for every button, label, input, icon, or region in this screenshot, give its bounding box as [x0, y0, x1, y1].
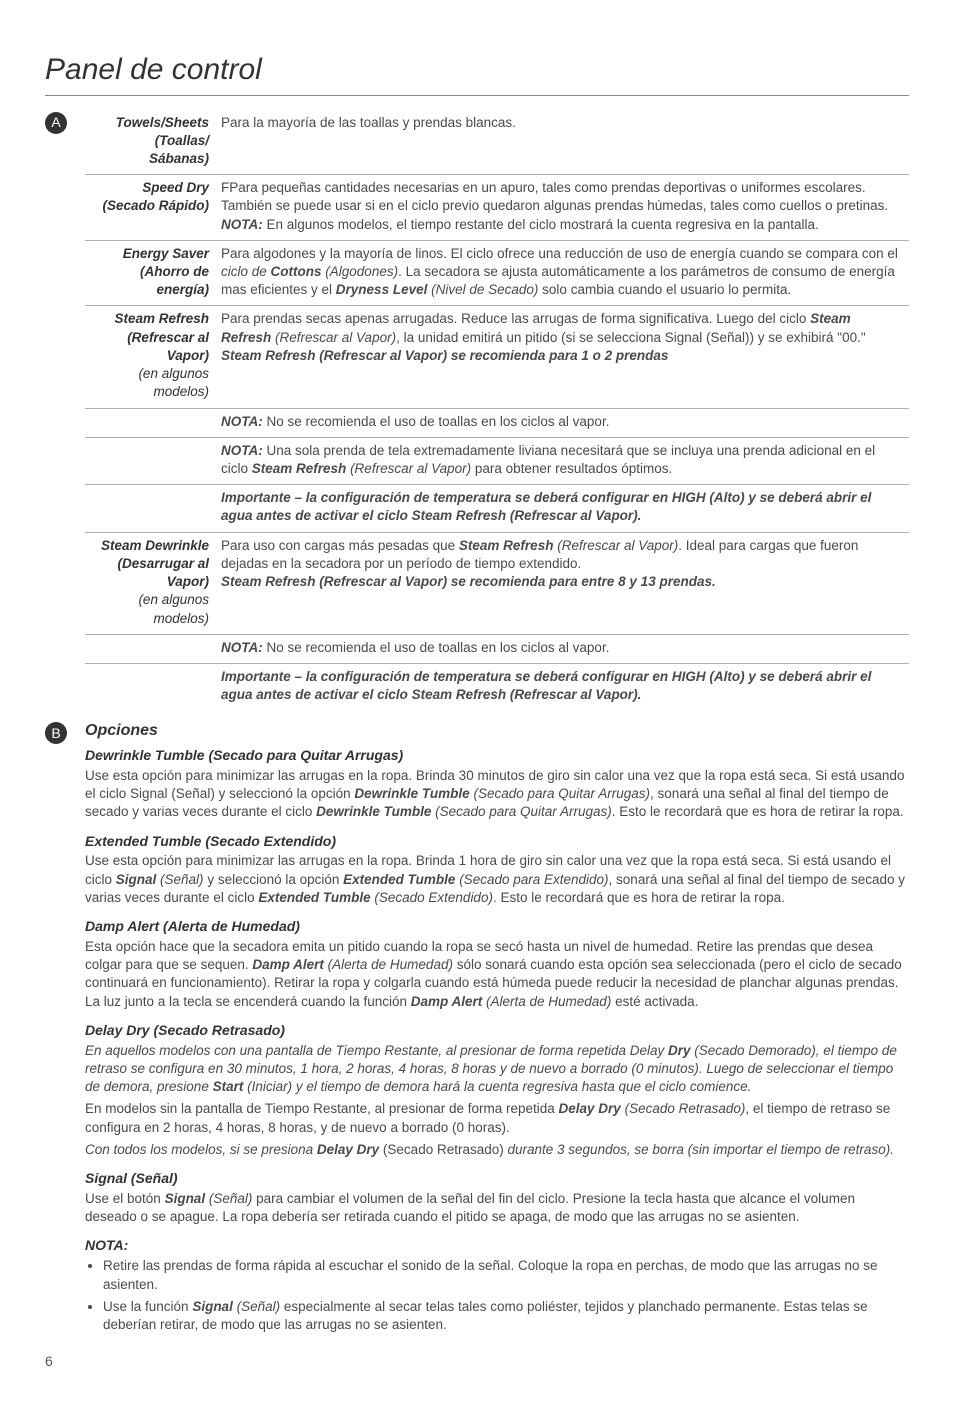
signal-body: Use el botón Signal (Señal) para cambiar… [85, 1190, 909, 1226]
nota-item-2: Use la función Signal (Señal) especialme… [103, 1298, 909, 1334]
sd-label3: (en algunos modelos) [91, 591, 209, 627]
page-title: Panel de control [45, 50, 909, 96]
sd-desc: Para uso con cargas más pesadas que Stea… [215, 532, 909, 634]
sd-label1: Steam Dewrinkle [101, 538, 209, 553]
speed-desc: FPara pequeñas cantidades necesarias en … [215, 175, 909, 241]
energy-label1: Energy Saver [123, 246, 209, 261]
dewrinkle-heading: Dewrinkle Tumble (Secado para Quitar Arr… [85, 746, 909, 765]
sd-nota: NOTA: No se recomienda el uso de toallas… [215, 634, 909, 663]
sr-importante: Importante – la configuración de tempera… [215, 485, 909, 532]
sd-label2: (Desarrugar al Vapor) [91, 555, 209, 591]
row-steam-dewrinkle-3: Importante – la configuración de tempera… [85, 663, 909, 710]
badge-A: A [45, 112, 67, 134]
towels-label2: (Toallas/ Sábanas) [91, 132, 209, 168]
dewrinkle-body: Use esta opción para minimizar las arrug… [85, 767, 909, 822]
sr-label3: (en algunos modelos) [91, 365, 209, 401]
nota-heading: NOTA: [85, 1236, 909, 1255]
row-steam-dewrinkle-2: NOTA: No se recomienda el uso de toallas… [85, 634, 909, 663]
sr-nota2: NOTA: Una sola prenda de tela extremadam… [215, 437, 909, 484]
page-number: 6 [45, 1352, 909, 1371]
extended-body: Use esta opción para minimizar las arrug… [85, 852, 909, 907]
row-towels: Towels/Sheets (Toallas/ Sábanas) Para la… [85, 110, 909, 175]
damp-heading: Damp Alert (Alerta de Humedad) [85, 917, 909, 936]
sd-importante: Importante – la configuración de tempera… [215, 663, 909, 710]
badge-B: B [45, 722, 67, 744]
row-steam-refresh-3: NOTA: Una sola prenda de tela extremadam… [85, 437, 909, 484]
sr-desc1: Para prendas secas apenas arrugadas. Red… [215, 306, 909, 408]
opciones-title: Opciones [85, 720, 909, 742]
energy-desc: Para algodones y la mayoría de linos. El… [215, 240, 909, 306]
sr-nota1: NOTA: No se recomienda el uso de toallas… [215, 408, 909, 437]
energy-label2: (Ahorro de energía) [91, 263, 209, 299]
row-steam-dewrinkle-1: Steam Dewrinkle (Desarrugar al Vapor) (e… [85, 532, 909, 634]
row-energy: Energy Saver (Ahorro de energía) Para al… [85, 240, 909, 306]
towels-label1: Towels/Sheets [116, 115, 209, 130]
nota-item-1: Retire las prendas de forma rápida al es… [103, 1257, 909, 1293]
delay-body-2: En modelos sin la pantalla de Tiempo Res… [85, 1100, 909, 1136]
delay-body-3: Con todos los modelos, si se presiona De… [85, 1141, 909, 1159]
sr-label2: (Refrescar al Vapor) [91, 329, 209, 365]
nota-list: Retire las prendas de forma rápida al es… [85, 1257, 909, 1334]
speed-label1: Speed Dry [142, 180, 209, 195]
row-steam-refresh-4: Importante – la configuración de tempera… [85, 485, 909, 532]
delay-body-1: En aquellos modelos con una pantalla de … [85, 1042, 909, 1097]
delay-heading: Delay Dry (Secado Retrasado) [85, 1021, 909, 1040]
signal-heading: Signal (Señal) [85, 1169, 909, 1188]
row-speed: Speed Dry (Secado Rápido) FPara pequeñas… [85, 175, 909, 241]
extended-heading: Extended Tumble (Secado Extendido) [85, 832, 909, 851]
row-steam-refresh-1: Steam Refresh (Refrescar al Vapor) (en a… [85, 306, 909, 408]
damp-body: Esta opción hace que la secadora emita u… [85, 938, 909, 1011]
row-steam-refresh-2: NOTA: No se recomienda el uso de toallas… [85, 408, 909, 437]
towels-desc: Para la mayoría de las toallas y prendas… [215, 110, 909, 175]
section-B: B Opciones Dewrinkle Tumble (Secado para… [45, 720, 909, 1338]
sr-label1: Steam Refresh [114, 311, 209, 326]
section-A: A Towels/Sheets (Toallas/ Sábanas) Para … [45, 110, 909, 711]
cycles-table: Towels/Sheets (Toallas/ Sábanas) Para la… [85, 110, 909, 711]
speed-label2: (Secado Rápido) [91, 197, 209, 215]
